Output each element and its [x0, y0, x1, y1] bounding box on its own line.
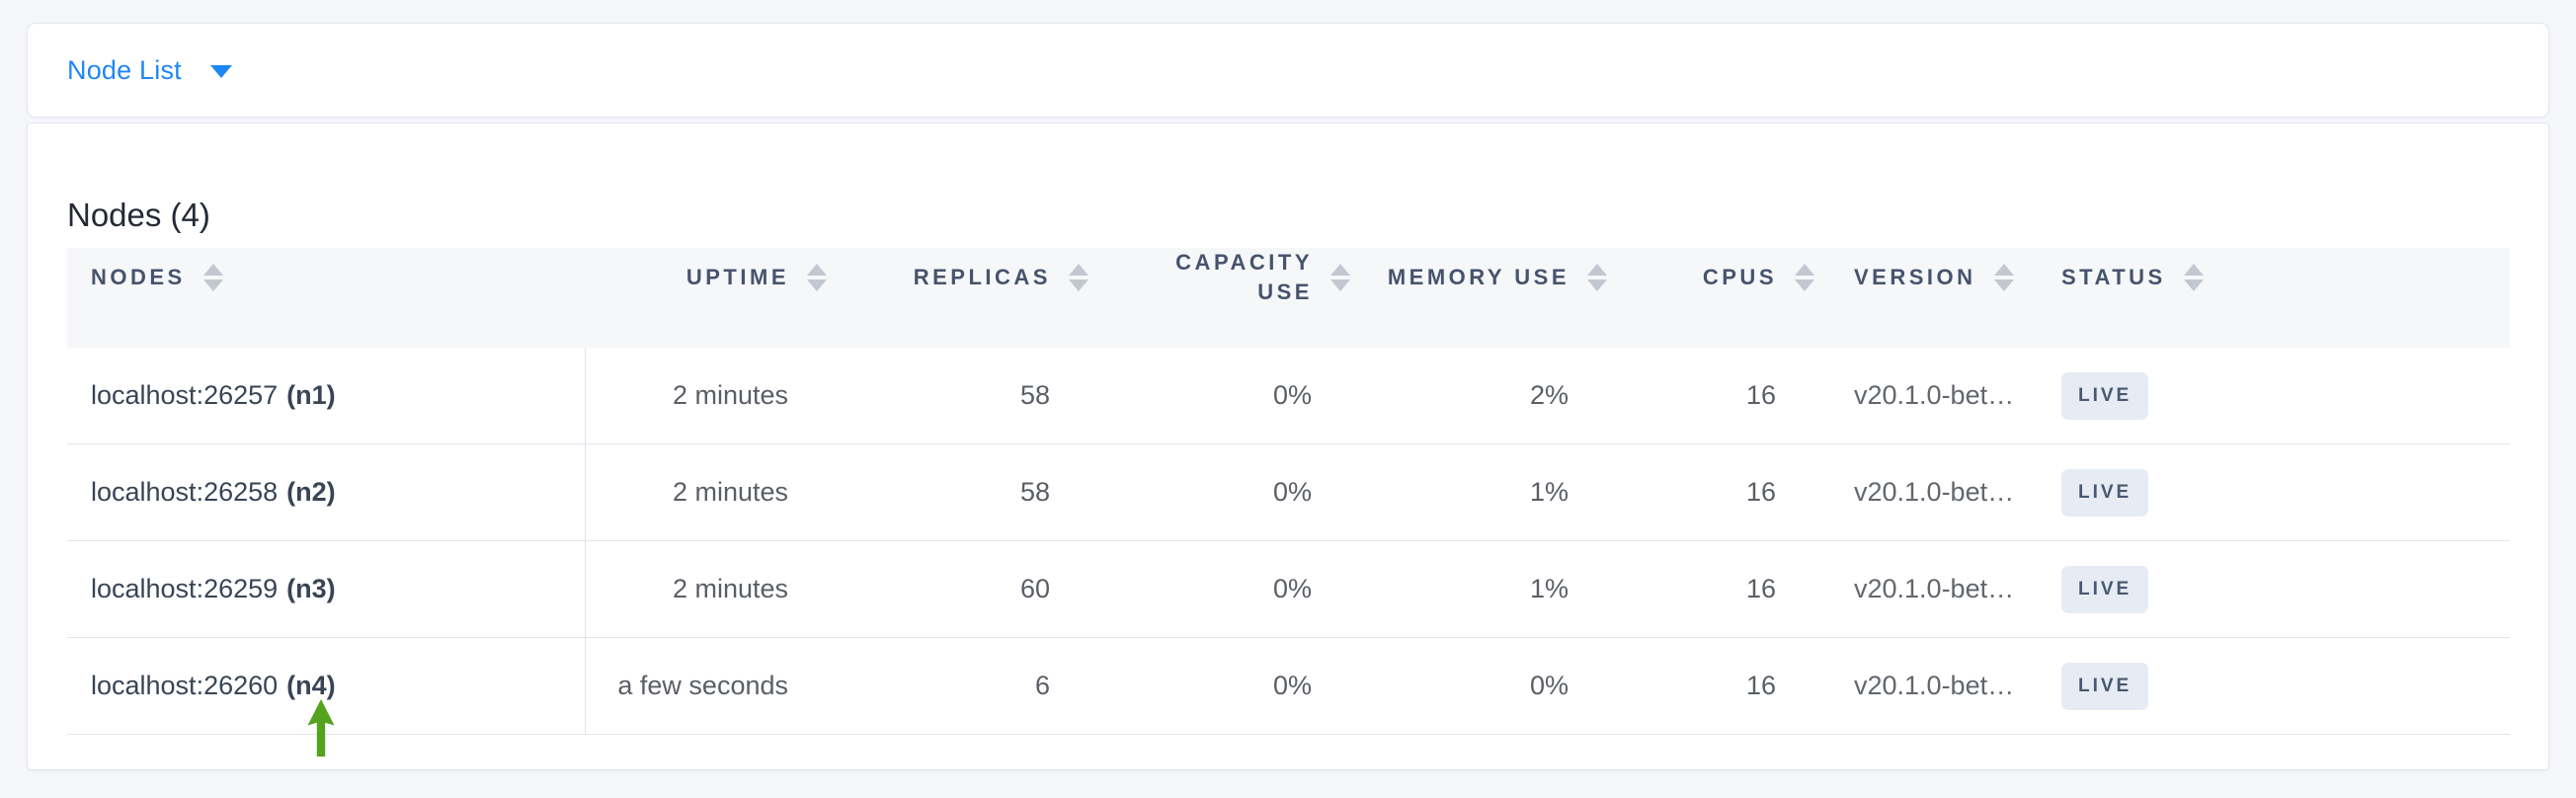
annotation-arrow-icon	[307, 699, 335, 757]
table-row-n1: localhost:26257 (n1) 2 minutes 58 0% 2% …	[67, 348, 2510, 444]
node-address: localhost:26259	[91, 574, 279, 603]
table-header-row: NODES UPTIME REPLICAS CAPACITY USE MEMOR…	[67, 248, 2510, 306]
cell-status: LIVE	[2022, 541, 2510, 637]
cell-status: LIVE	[2022, 638, 2510, 734]
cell-capacity-use: 0%	[1272, 477, 1312, 507]
cell-version: v20.1.0-bet…	[1854, 477, 2015, 507]
node-address: localhost:26257	[91, 380, 279, 410]
table-row-n2: localhost:26258 (n2) 2 minutes 58 0% 1% …	[67, 444, 2510, 541]
cell-node-address[interactable]: localhost:26257 (n1)	[67, 348, 586, 443]
column-header-memory-use[interactable]: MEMORY USE	[1350, 248, 1607, 306]
sort-arrows-icon	[1993, 263, 2014, 291]
sort-arrows-icon	[1587, 263, 1607, 291]
cell-node-address[interactable]: localhost:26259 (n3)	[67, 541, 586, 637]
sort-arrows-icon	[2183, 263, 2204, 291]
cell-memory-use: 0%	[1529, 671, 1569, 700]
cell-uptime: a few seconds	[617, 671, 788, 700]
cell-version: v20.1.0-bet…	[1854, 671, 2015, 700]
node-id: (n2)	[286, 477, 336, 507]
column-header-label: REPLICAS	[913, 264, 1051, 289]
cell-version: v20.1.0-bet…	[1854, 380, 2015, 410]
cell-uptime: 2 minutes	[672, 574, 788, 603]
sort-arrows-icon	[1795, 263, 1814, 291]
column-header-label: CPUS	[1702, 264, 1777, 289]
node-address: localhost:26260	[91, 671, 279, 700]
cell-capacity-use: 0%	[1272, 574, 1312, 603]
cell-capacity-use: 0%	[1272, 671, 1312, 700]
column-header-label: NODES	[91, 264, 186, 289]
column-header-label: UPTIME	[685, 264, 789, 289]
cell-memory-use: 2%	[1529, 380, 1569, 410]
cell-replicas: 60	[1019, 574, 1050, 603]
column-header-replicas[interactable]: REPLICAS	[827, 248, 1088, 306]
view-switcher-dropdown[interactable]: Node List	[67, 55, 232, 86]
view-switcher-bar: Node List	[27, 23, 2549, 118]
status-badge: LIVE	[2061, 371, 2149, 420]
node-address: localhost:26258	[91, 477, 279, 507]
cell-memory-use: 1%	[1529, 574, 1569, 603]
column-header-uptime[interactable]: UPTIME	[586, 248, 827, 306]
cell-cpus: 16	[1745, 574, 1776, 603]
cell-replicas: 58	[1019, 380, 1050, 410]
column-header-capacity-use[interactable]: CAPACITY USE	[1088, 248, 1350, 306]
column-header-label: MEMORY USE	[1387, 264, 1570, 289]
cell-memory-use: 1%	[1529, 477, 1569, 507]
status-badge: LIVE	[2061, 468, 2149, 517]
node-id: (n1)	[286, 380, 336, 410]
cell-node-address[interactable]: localhost:26260 (n4)	[67, 638, 586, 734]
cell-version: v20.1.0-bet…	[1854, 574, 2015, 603]
chevron-down-icon	[209, 65, 232, 78]
column-header-version[interactable]: VERSION	[1814, 248, 2022, 306]
node-id: (n4)	[286, 671, 336, 700]
column-header-nodes[interactable]: NODES	[67, 248, 586, 306]
sort-arrows-icon	[1069, 263, 1088, 291]
column-header-label: STATUS	[2061, 264, 2166, 289]
table-body: localhost:26257 (n1) 2 minutes 58 0% 2% …	[67, 348, 2510, 735]
node-id: (n3)	[286, 574, 336, 603]
nodes-card: Nodes (4) NODES UPTIME REPLICAS CAPACITY…	[27, 122, 2549, 770]
cell-uptime: 2 minutes	[672, 380, 788, 410]
column-header-label: CAPACITY USE	[1175, 250, 1313, 304]
cell-replicas: 6	[1034, 671, 1050, 700]
table-row-n3: localhost:26259 (n3) 2 minutes 60 0% 1% …	[67, 541, 2510, 638]
table-header: NODES UPTIME REPLICAS CAPACITY USE MEMOR…	[67, 248, 2510, 348]
column-header-label: VERSION	[1854, 264, 1976, 289]
cell-cpus: 16	[1745, 477, 1776, 507]
cell-status: LIVE	[2022, 348, 2510, 443]
sort-arrows-icon	[202, 263, 223, 291]
page-title: Nodes (4)	[67, 197, 210, 233]
cell-cpus: 16	[1745, 380, 1776, 410]
cell-uptime: 2 minutes	[672, 477, 788, 507]
cell-capacity-use: 0%	[1272, 380, 1312, 410]
cell-replicas: 58	[1019, 477, 1050, 507]
view-switcher-label: Node List	[67, 54, 182, 85]
status-badge: LIVE	[2061, 662, 2149, 710]
column-header-cpus[interactable]: CPUS	[1607, 248, 1814, 306]
cell-status: LIVE	[2022, 444, 2510, 540]
sort-arrows-icon	[807, 263, 827, 291]
node-table: NODES UPTIME REPLICAS CAPACITY USE MEMOR…	[67, 248, 2510, 735]
cell-node-address[interactable]: localhost:26258 (n2)	[67, 444, 586, 540]
cell-cpus: 16	[1745, 671, 1776, 700]
column-header-status[interactable]: STATUS	[2022, 248, 2510, 306]
table-row-n4: localhost:26260 (n4) a few seconds 6 0% …	[67, 638, 2510, 735]
status-badge: LIVE	[2061, 565, 2149, 613]
sort-arrows-icon	[1330, 263, 1350, 291]
